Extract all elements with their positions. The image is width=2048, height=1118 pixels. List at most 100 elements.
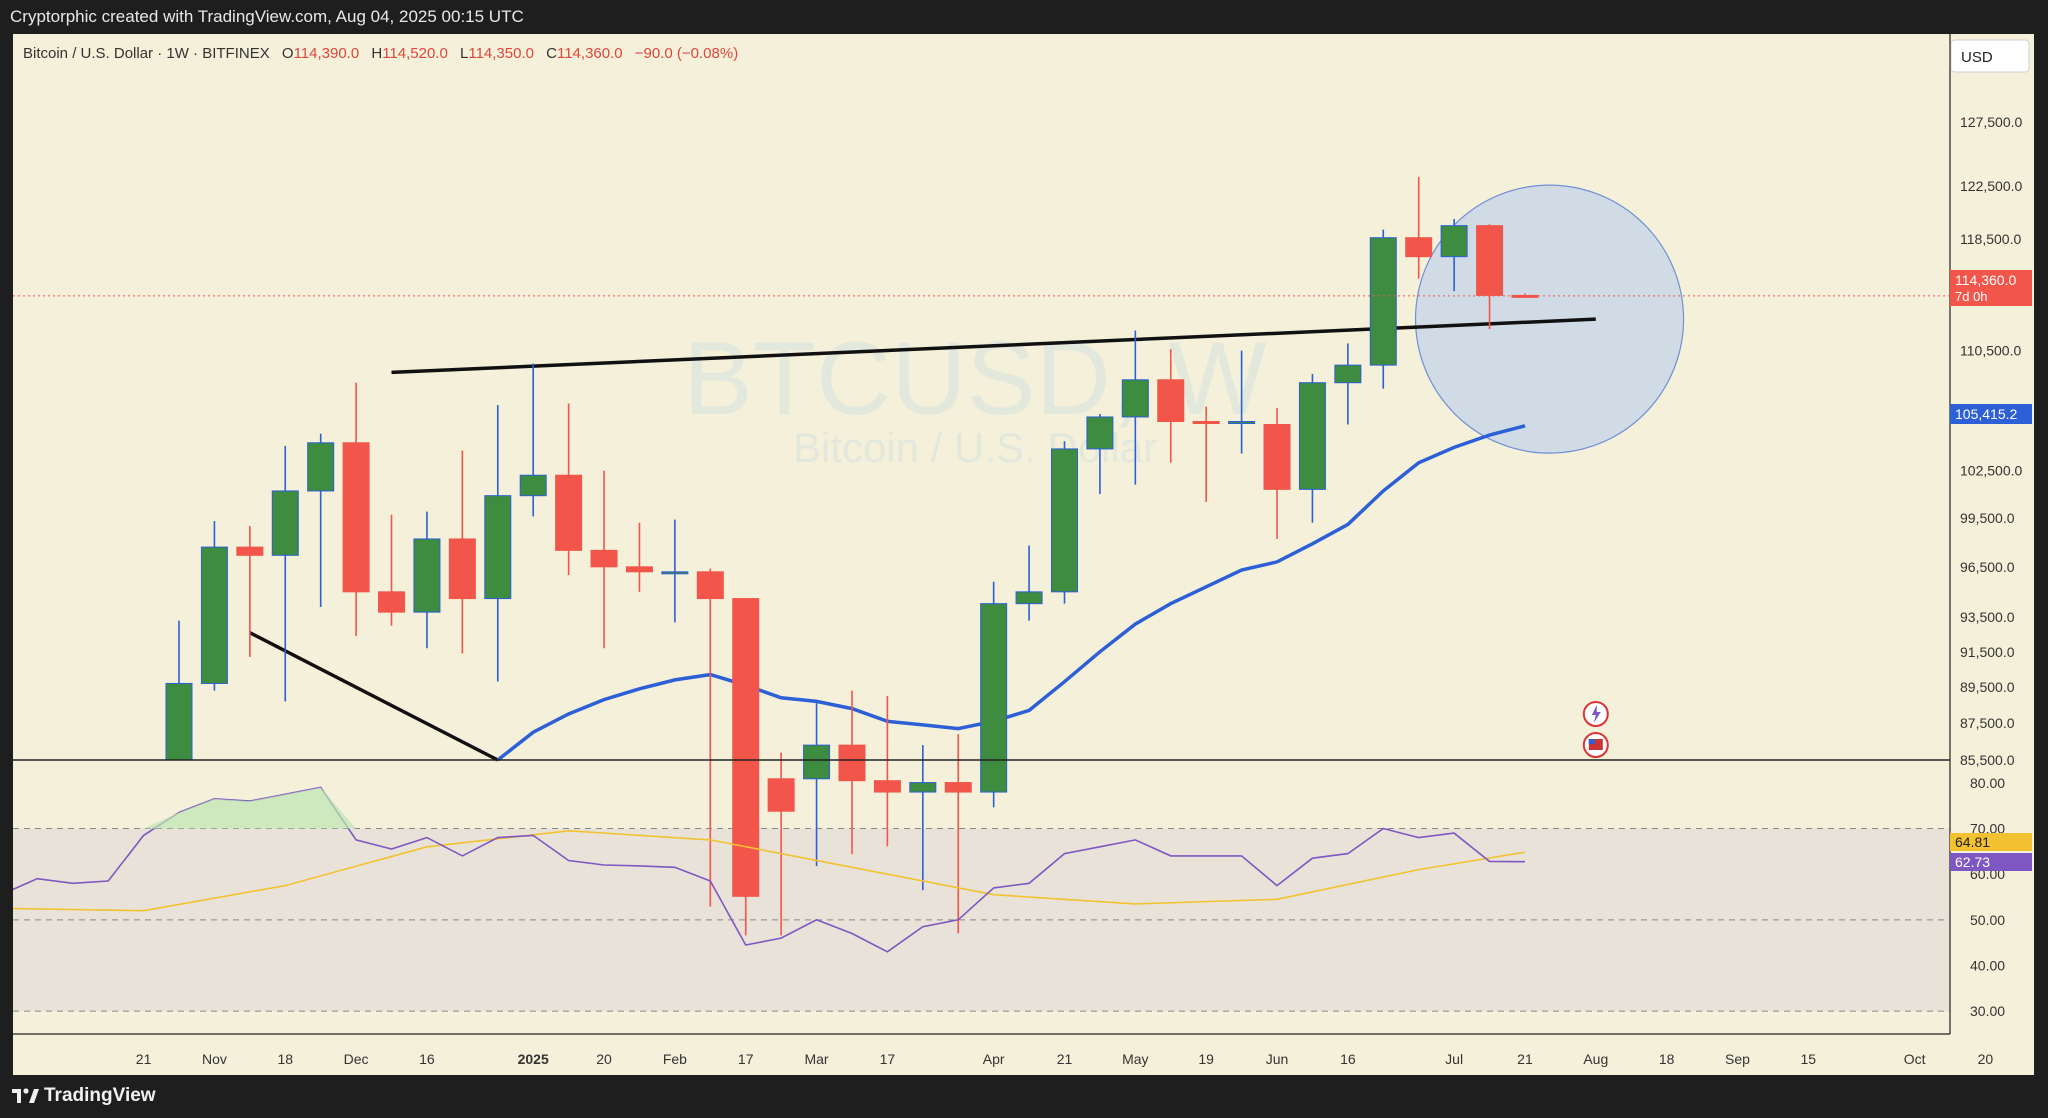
candle[interactable] xyxy=(307,433,335,608)
candle[interactable] xyxy=(803,703,831,867)
candle[interactable] xyxy=(661,519,689,623)
candle[interactable] xyxy=(1476,224,1504,330)
candle[interactable] xyxy=(1192,406,1220,503)
candle[interactable] xyxy=(236,526,264,657)
candle[interactable] xyxy=(271,445,299,702)
candle-body xyxy=(1440,225,1468,258)
price-tick-label[interactable]: 89,500.0 xyxy=(1960,679,2015,695)
candle[interactable] xyxy=(590,470,618,649)
candle[interactable] xyxy=(767,752,795,936)
candle[interactable] xyxy=(1263,407,1291,539)
candle[interactable] xyxy=(413,511,441,649)
candle[interactable] xyxy=(1369,229,1397,389)
time-tick-label[interactable]: 17 xyxy=(738,1051,754,1067)
candle-body xyxy=(236,546,264,556)
time-tick-label[interactable]: Feb xyxy=(663,1051,687,1067)
candle[interactable] xyxy=(1440,218,1468,292)
rsi-tick-label[interactable]: 30.00 xyxy=(1970,1003,2005,1019)
candle-body xyxy=(307,442,335,492)
legend-h-value: 114,520.0 xyxy=(382,45,448,62)
candle[interactable] xyxy=(873,695,901,847)
currency-button[interactable]: USD xyxy=(1950,39,2030,73)
time-tick-label[interactable]: Apr xyxy=(983,1051,1005,1067)
rsi-lines xyxy=(1,786,1526,953)
candle[interactable] xyxy=(696,568,724,907)
time-tick-label[interactable]: Mar xyxy=(804,1051,828,1067)
time-tick-label[interactable]: 16 xyxy=(1340,1051,1356,1067)
time-tick-label[interactable]: Oct xyxy=(1904,1051,1926,1067)
time-tick-label[interactable]: May xyxy=(1122,1051,1148,1067)
time-tick-label[interactable]: 15 xyxy=(1801,1051,1817,1067)
rsi-tick-label[interactable]: 80.00 xyxy=(1970,775,2005,791)
price-tick-label[interactable]: 102,500.0 xyxy=(1960,463,2022,479)
price-tick-label[interactable]: 91,500.0 xyxy=(1960,644,2015,660)
time-tick-label[interactable]: 16 xyxy=(419,1051,435,1067)
time-tick-label[interactable]: Dec xyxy=(344,1051,369,1067)
candle[interactable] xyxy=(1405,176,1433,279)
tradingview-logo-icon xyxy=(12,1088,39,1103)
candle[interactable] xyxy=(1015,545,1043,621)
candle[interactable] xyxy=(838,690,866,855)
candle-body xyxy=(732,598,760,897)
price-tick-label[interactable]: 87,500.0 xyxy=(1960,715,2015,731)
rsi-tick-label[interactable]: 70.00 xyxy=(1970,821,2005,837)
time-tick-label[interactable]: 17 xyxy=(880,1051,896,1067)
price-tick-label[interactable]: 96,500.0 xyxy=(1960,559,2015,575)
candle[interactable] xyxy=(448,450,476,654)
time-tick-label[interactable]: Nov xyxy=(202,1051,227,1067)
candle[interactable] xyxy=(625,522,653,592)
price-tick-label[interactable]: 122,500.0 xyxy=(1960,178,2022,194)
candle[interactable] xyxy=(165,620,193,761)
time-tick-label[interactable]: 21 xyxy=(1057,1051,1073,1067)
candle-body xyxy=(484,495,512,600)
candle[interactable] xyxy=(1051,441,1078,604)
candle[interactable] xyxy=(1121,330,1149,485)
candles[interactable] xyxy=(165,176,1539,936)
candle[interactable] xyxy=(378,514,406,626)
candle[interactable] xyxy=(342,382,370,637)
candle[interactable] xyxy=(1086,413,1114,495)
chart-area[interactable]: BTCUSD, W Bitcoin / U.S. Dollar 127,500.… xyxy=(1,34,2034,1075)
rsi-tick-label[interactable]: 40.00 xyxy=(1970,958,2005,974)
svg-text:Bitcoin / U.S. Dollar · 1W · B: Bitcoin / U.S. Dollar · 1W · BITFINEX O1… xyxy=(23,45,738,62)
time-tick-label[interactable]: 18 xyxy=(1659,1051,1675,1067)
price-axis[interactable]: 127,500.0122,500.0118,500.0110,500.0106,… xyxy=(1960,114,2022,1019)
candle[interactable] xyxy=(1334,343,1362,425)
candle[interactable] xyxy=(1298,373,1326,523)
time-tick-label[interactable]: 21 xyxy=(136,1051,152,1067)
candle[interactable] xyxy=(484,404,512,682)
time-tick-label[interactable]: Aug xyxy=(1583,1051,1608,1067)
candle[interactable] xyxy=(944,734,972,934)
candle[interactable] xyxy=(200,521,228,691)
price-tick-label[interactable]: 118,500.0 xyxy=(1960,231,2021,247)
candle[interactable] xyxy=(1228,350,1256,454)
time-tick-label[interactable]: 19 xyxy=(1198,1051,1214,1067)
candle[interactable] xyxy=(909,745,937,891)
candle[interactable] xyxy=(980,581,1008,808)
chart-svg[interactable]: BTCUSD, W Bitcoin / U.S. Dollar 127,500.… xyxy=(1,34,2034,1075)
last-price-label: 114,360.0 xyxy=(1955,272,2016,288)
time-axis[interactable]: 21 Nov 18 Dec 16 2025 20 Feb 17 Mar 17 Apr 21 May 19 Ju… xyxy=(136,1051,1994,1067)
candle[interactable] xyxy=(555,403,583,576)
price-tick-label[interactable]: 99,500.0 xyxy=(1960,510,2015,526)
rsi-tick-label[interactable]: 50.00 xyxy=(1970,912,2005,928)
candle[interactable] xyxy=(732,598,760,936)
rsi-ma-label: 64.81 xyxy=(1955,834,1990,850)
price-tick-label[interactable]: 85,500.0 xyxy=(1960,752,2015,768)
candle[interactable] xyxy=(1157,349,1185,463)
price-tick-label[interactable]: 127,500.0 xyxy=(1960,114,2022,130)
price-tick-label[interactable]: 93,500.0 xyxy=(1960,609,2015,625)
time-tick-label[interactable]: 20 xyxy=(596,1051,612,1067)
time-tick-label[interactable]: 20 xyxy=(1978,1051,1994,1067)
time-tick-label[interactable]: Sep xyxy=(1725,1051,1750,1067)
time-tick-label[interactable]: 18 xyxy=(277,1051,293,1067)
time-tick-label[interactable]: Jul xyxy=(1445,1051,1463,1067)
time-tick-label[interactable]: Jun xyxy=(1266,1051,1289,1067)
time-tick-label[interactable]: 21 xyxy=(1517,1051,1533,1067)
candle-body xyxy=(980,603,1008,793)
time-tick-label[interactable]: 2025 xyxy=(518,1051,549,1067)
event-icons[interactable] xyxy=(1582,701,1609,758)
price-tick-label[interactable]: 110,500.0 xyxy=(1960,343,2021,359)
candle[interactable] xyxy=(519,363,547,517)
rsi-label: 62.73 xyxy=(1955,854,1990,870)
